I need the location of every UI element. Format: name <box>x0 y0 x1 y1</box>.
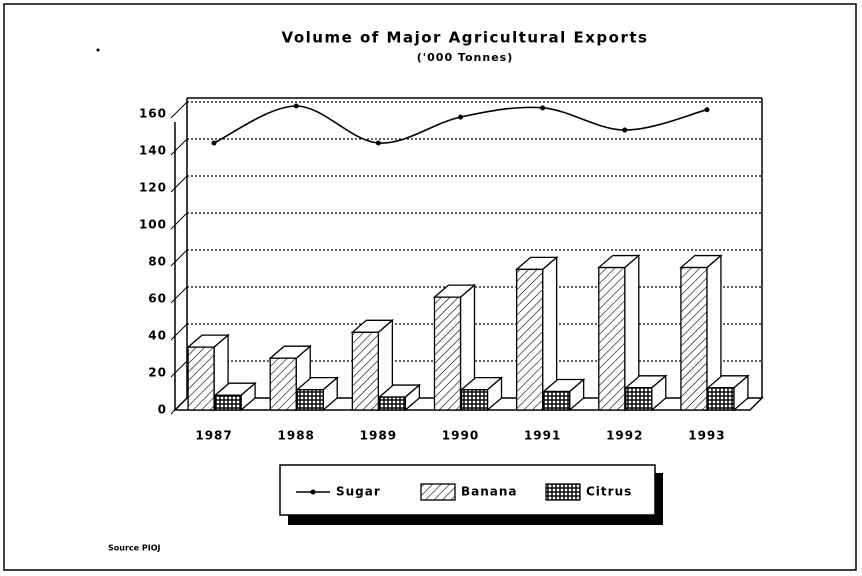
tick-mark <box>170 249 188 267</box>
legend: Sugar Banana Citrus <box>279 464 663 525</box>
x-tick-label: 1989 <box>360 429 397 443</box>
x-tick-label: 1993 <box>688 429 725 443</box>
bar <box>377 383 422 412</box>
chart-subtitle: ('000 Tonnes) <box>417 51 513 64</box>
tick-mark <box>170 175 188 193</box>
y-tick-label: 140 <box>139 144 167 158</box>
legend-label: Banana <box>461 485 518 499</box>
x-tick-label: 1987 <box>195 429 232 443</box>
x-tick-label: 1990 <box>442 429 479 443</box>
bar <box>432 283 477 412</box>
tick-mark <box>170 360 188 378</box>
point <box>458 114 463 120</box>
legend-symbol <box>310 489 316 495</box>
bar-front <box>542 390 571 411</box>
y-tick-label: 60 <box>148 292 167 306</box>
bar-front <box>296 388 324 411</box>
x-tick-label: 1992 <box>606 429 643 443</box>
bar <box>459 376 504 412</box>
point <box>293 103 299 109</box>
y-tick-label: 40 <box>148 329 167 343</box>
bar-front <box>625 387 653 411</box>
bar <box>268 344 312 412</box>
bar-front <box>187 346 215 411</box>
legend-box <box>279 464 656 516</box>
legend-label: Citrus <box>586 485 632 499</box>
y-tick-label: 100 <box>139 218 167 232</box>
bar-front <box>433 296 462 411</box>
tick-mark <box>170 286 188 304</box>
bar <box>679 254 723 412</box>
bar <box>213 381 257 412</box>
y-tick-label: 120 <box>139 181 167 195</box>
legend-label: Sugar <box>336 485 381 499</box>
point <box>211 140 217 146</box>
bar <box>541 378 586 412</box>
speck <box>96 48 100 52</box>
x-tick-label: 1991 <box>524 429 561 443</box>
tick-mark <box>170 101 188 119</box>
bar-front <box>707 387 735 411</box>
legend-symbol <box>420 483 456 501</box>
chart-title: Volume of Major Agricultural Exports <box>282 29 649 47</box>
bar-front <box>269 357 297 411</box>
bar <box>597 254 641 412</box>
bar-front <box>598 266 626 411</box>
bar-front <box>460 388 489 411</box>
y-tick-label: 0 <box>158 403 167 417</box>
point <box>540 105 546 111</box>
tick-mark <box>170 397 188 415</box>
bar <box>295 376 339 412</box>
bar-front <box>378 396 407 411</box>
y-tick-label: 20 <box>148 366 167 380</box>
bar <box>350 318 395 412</box>
bar <box>514 255 559 412</box>
bar-front <box>515 268 544 411</box>
bar-front <box>680 266 708 411</box>
bar <box>706 374 750 412</box>
legend-symbol <box>545 483 581 501</box>
point <box>622 127 628 133</box>
bar-front <box>351 331 380 411</box>
x-tick-label: 1988 <box>278 429 315 443</box>
point <box>375 140 381 146</box>
bar <box>624 374 668 412</box>
bar-front <box>214 394 242 411</box>
point <box>704 107 710 113</box>
tick-mark <box>170 212 188 230</box>
y-tick-label: 80 <box>148 255 167 269</box>
y-tick-label: 160 <box>139 107 167 121</box>
plot: 0 20 40 60 80 100 120 140 160 1987 1988 1989 1990 199… <box>139 97 764 443</box>
tick-mark <box>170 138 188 156</box>
tick-mark <box>170 323 188 341</box>
source: Source PIOJ <box>108 544 160 553</box>
